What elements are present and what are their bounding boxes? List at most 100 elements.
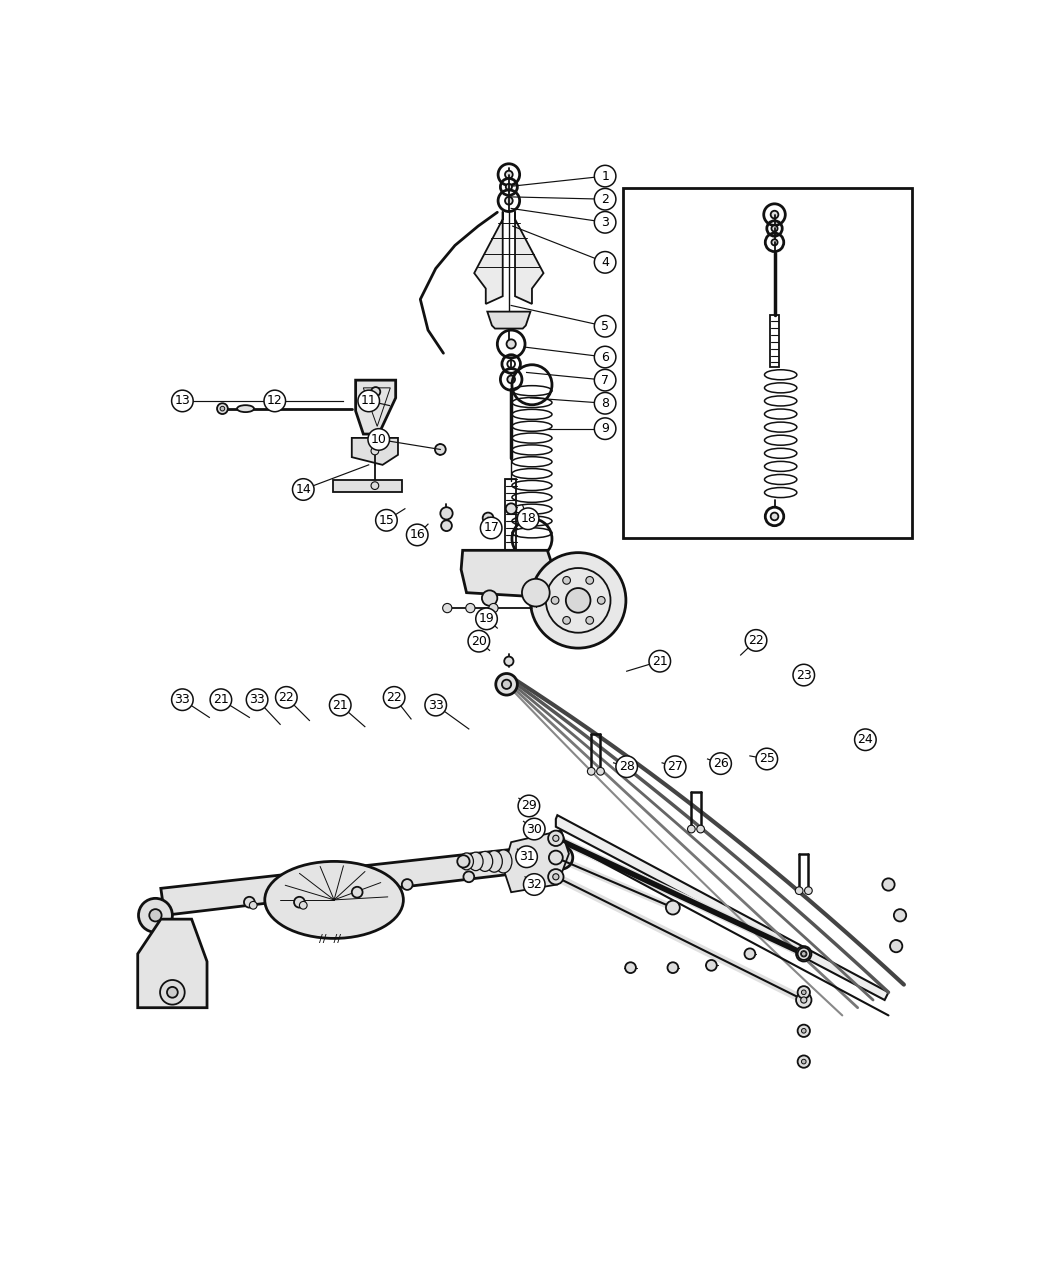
Text: 1: 1 (602, 170, 609, 182)
Circle shape (594, 418, 616, 440)
Circle shape (552, 835, 559, 842)
Text: 31: 31 (519, 850, 534, 863)
Text: 22: 22 (386, 691, 402, 704)
Circle shape (371, 448, 379, 455)
Circle shape (516, 847, 538, 867)
Circle shape (524, 873, 545, 895)
Circle shape (402, 878, 413, 890)
Polygon shape (487, 311, 530, 329)
Circle shape (697, 825, 705, 833)
Circle shape (771, 513, 778, 520)
Circle shape (358, 390, 379, 412)
Circle shape (518, 796, 540, 817)
Text: 22: 22 (749, 634, 764, 646)
Text: 8: 8 (601, 397, 609, 409)
Text: 30: 30 (526, 822, 542, 835)
Circle shape (441, 520, 452, 532)
Polygon shape (138, 919, 207, 1007)
Circle shape (772, 226, 778, 232)
Circle shape (801, 1029, 806, 1033)
Circle shape (264, 390, 286, 412)
Circle shape (549, 850, 563, 864)
Polygon shape (555, 815, 888, 1000)
Polygon shape (504, 830, 569, 892)
Text: 17: 17 (483, 521, 499, 534)
Circle shape (506, 504, 517, 514)
Circle shape (244, 896, 255, 908)
Circle shape (649, 650, 671, 672)
Bar (770, 315, 779, 367)
Circle shape (466, 603, 475, 613)
Circle shape (368, 428, 390, 450)
Circle shape (666, 900, 679, 914)
Circle shape (594, 370, 616, 391)
Circle shape (594, 347, 616, 367)
Circle shape (594, 189, 616, 210)
Circle shape (548, 830, 564, 847)
Circle shape (795, 887, 803, 895)
Circle shape (801, 997, 806, 1003)
Circle shape (210, 688, 232, 710)
Circle shape (801, 951, 806, 956)
Text: 7: 7 (601, 374, 609, 386)
Text: 2: 2 (602, 193, 609, 205)
Circle shape (443, 603, 452, 613)
Circle shape (625, 963, 636, 973)
Circle shape (548, 870, 564, 885)
Circle shape (552, 873, 559, 880)
Circle shape (371, 482, 379, 490)
Circle shape (668, 963, 678, 973)
Circle shape (756, 748, 778, 770)
Circle shape (220, 407, 225, 411)
Circle shape (798, 1025, 810, 1037)
Circle shape (563, 617, 570, 625)
Circle shape (160, 980, 185, 1005)
Circle shape (330, 695, 351, 715)
Circle shape (550, 847, 573, 870)
Ellipse shape (486, 850, 502, 872)
Text: 21: 21 (333, 699, 349, 711)
Text: 33: 33 (174, 694, 190, 706)
Text: 14: 14 (295, 483, 311, 496)
Circle shape (299, 901, 307, 909)
Circle shape (530, 552, 626, 648)
Text: 21: 21 (213, 694, 229, 706)
Circle shape (688, 825, 695, 833)
Circle shape (293, 478, 314, 500)
Circle shape (476, 608, 498, 630)
Text: 6: 6 (602, 351, 609, 363)
Circle shape (371, 388, 380, 397)
Circle shape (463, 871, 475, 882)
Circle shape (710, 752, 732, 774)
Circle shape (566, 588, 590, 613)
Text: 25: 25 (759, 752, 775, 765)
Circle shape (275, 687, 297, 708)
Circle shape (524, 819, 545, 840)
Circle shape (804, 887, 813, 895)
Circle shape (771, 210, 778, 218)
Circle shape (482, 590, 498, 606)
Text: 20: 20 (470, 635, 487, 648)
Circle shape (796, 946, 812, 961)
Polygon shape (356, 380, 396, 434)
Text: 26: 26 (713, 757, 729, 770)
Circle shape (594, 251, 616, 273)
Circle shape (435, 444, 445, 455)
Ellipse shape (265, 862, 403, 938)
Text: 28: 28 (618, 760, 634, 773)
Ellipse shape (495, 850, 512, 873)
Text: 3: 3 (602, 215, 609, 228)
Circle shape (796, 992, 812, 1007)
Text: 33: 33 (249, 694, 265, 706)
Text: 21: 21 (652, 654, 668, 668)
Circle shape (586, 617, 593, 625)
Circle shape (496, 673, 518, 695)
Circle shape (882, 878, 895, 891)
Circle shape (594, 166, 616, 187)
Circle shape (801, 951, 806, 956)
Ellipse shape (468, 852, 483, 871)
Circle shape (586, 576, 593, 584)
Text: 27: 27 (667, 760, 684, 773)
Circle shape (294, 896, 304, 908)
Text: 11: 11 (361, 394, 377, 408)
